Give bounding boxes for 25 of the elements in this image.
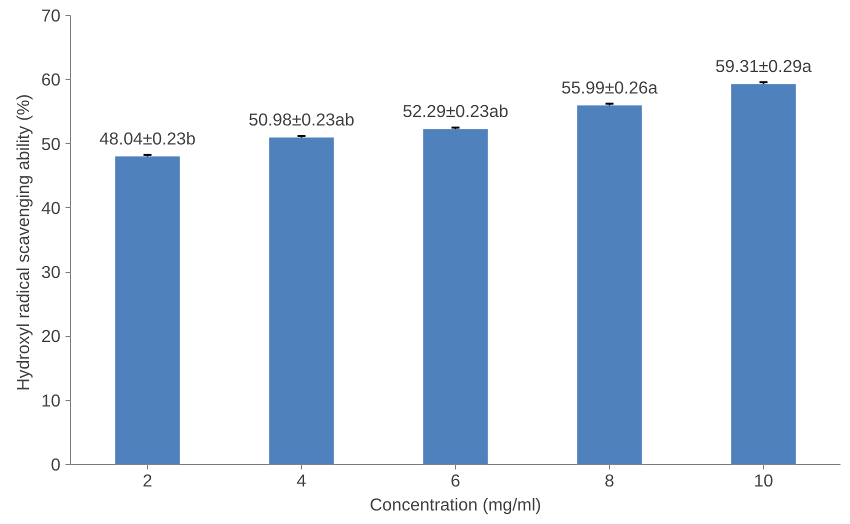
x-tick-label: 2 <box>142 470 152 490</box>
data-label: 55.99±0.26a <box>561 77 658 98</box>
x-tick-label: 4 <box>296 470 307 490</box>
bar <box>423 129 488 464</box>
y-tick-label: 40 <box>41 198 61 218</box>
y-axis-title: Hydroxyl radical scavenging ability (%) <box>13 94 34 391</box>
data-label: 52.29±0.23ab <box>402 101 508 122</box>
bar <box>115 156 180 464</box>
y-tick-label: 50 <box>41 134 61 154</box>
data-label: 50.98±0.23ab <box>248 110 354 130</box>
y-tick-label: 0 <box>50 454 61 474</box>
bar <box>269 138 334 464</box>
y-tick-label: 10 <box>41 390 61 410</box>
x-tick-label: 10 <box>754 470 774 490</box>
bar <box>577 105 642 464</box>
y-tick-label: 20 <box>41 326 61 346</box>
data-label: 59.31±0.29a <box>715 56 812 76</box>
x-tick-label: 6 <box>450 470 460 490</box>
x-axis-title: Concentration (mg/ml) <box>370 494 542 514</box>
x-tick-label: 8 <box>604 470 614 490</box>
y-tick-label: 70 <box>41 6 61 26</box>
y-tick-label: 60 <box>41 70 61 90</box>
y-tick-label: 30 <box>41 262 61 282</box>
data-label: 48.04±0.23b <box>99 128 196 148</box>
bar <box>731 84 796 464</box>
